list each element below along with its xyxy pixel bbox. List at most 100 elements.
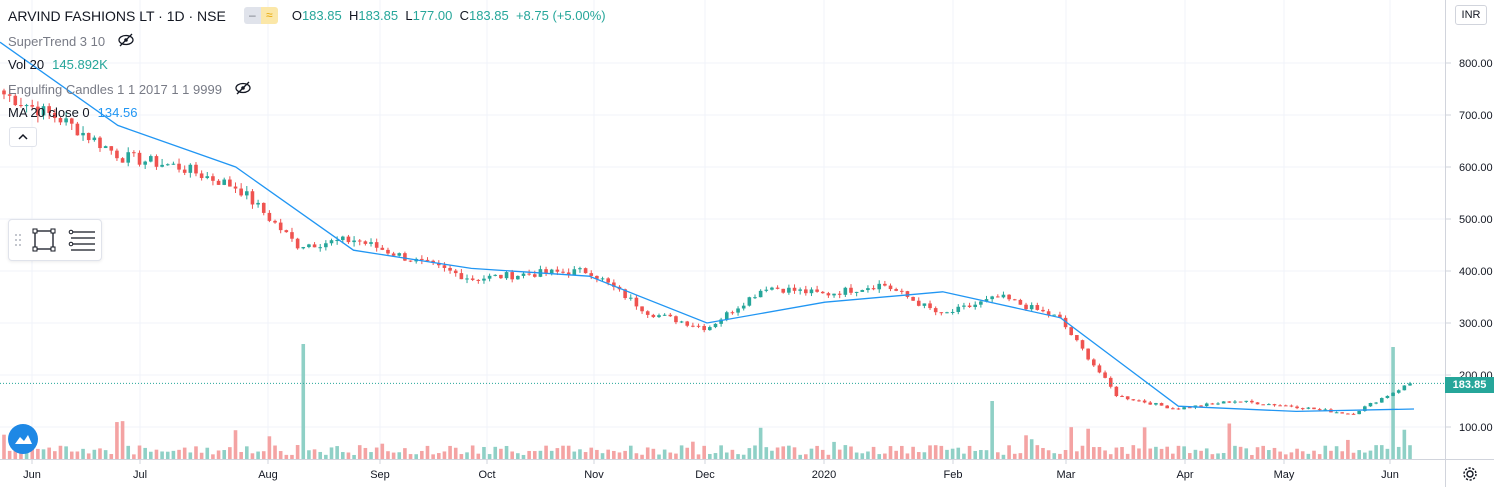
drawing-toolbar[interactable] <box>8 219 102 261</box>
volume-bar <box>442 451 447 459</box>
volume-bar <box>482 446 486 459</box>
volume-bar <box>1261 445 1265 459</box>
candle-body <box>408 260 413 262</box>
candle-body <box>1125 396 1130 400</box>
series-badge[interactable]: – ≈ <box>243 7 278 24</box>
candle-body <box>1080 340 1085 349</box>
candle-body <box>888 285 893 290</box>
candle-body <box>719 319 723 324</box>
candle-body <box>1187 407 1192 409</box>
collapse-legend-button[interactable] <box>9 127 37 147</box>
volume-bar <box>1007 445 1011 459</box>
volume-bar <box>493 446 498 459</box>
settings-corner[interactable] <box>1445 459 1494 487</box>
volume-bar <box>301 344 306 459</box>
volume-bar <box>1108 454 1113 459</box>
candle-body <box>13 95 18 106</box>
volume-bar <box>182 447 187 459</box>
price-chart[interactable] <box>0 0 1445 459</box>
volume-bar <box>922 452 927 459</box>
candle-body <box>922 303 927 306</box>
volume-bar <box>544 445 548 459</box>
candle-body <box>222 179 227 185</box>
volume-bar <box>126 445 131 459</box>
y-tick-label: 800.00 <box>1459 58 1493 70</box>
candle-body <box>2 90 6 95</box>
volume-bar <box>487 454 492 459</box>
candle-body <box>273 220 277 223</box>
volume-bar <box>171 450 176 459</box>
price-axis[interactable]: 100.00 200.00 300.00 400.00 500.00 600.00 700.… <box>1445 0 1494 459</box>
volume-bar <box>1012 453 1017 459</box>
volume-bar <box>2 434 6 459</box>
ma-legend[interactable]: MA 20 close 0 134.56 <box>8 105 137 120</box>
volume-bar <box>979 449 983 459</box>
candle-body <box>809 289 814 294</box>
horizontal-lines-icon[interactable] <box>68 229 95 251</box>
candle-body <box>1221 401 1226 404</box>
volume-bar <box>425 445 430 459</box>
candle-body <box>674 316 678 323</box>
volume-legend[interactable]: Vol 20 145.892K <box>8 57 108 72</box>
candle-body <box>1097 365 1102 373</box>
candle-body <box>775 287 780 289</box>
volume-bar <box>1278 451 1282 459</box>
candle-body <box>1058 314 1062 318</box>
volume-bar <box>668 452 673 459</box>
volume-bar <box>1340 451 1345 459</box>
volume-bar <box>1221 452 1226 459</box>
wave-icon[interactable]: ≈ <box>260 7 278 24</box>
candle-body <box>420 258 424 260</box>
time-axis[interactable]: Jun Jul Aug Sep Oct Nov Dec 2020 Feb Mar Apr May Jun <box>0 459 1445 487</box>
candle-body <box>950 311 955 313</box>
candle-body <box>555 269 560 272</box>
candle-body <box>92 137 97 141</box>
candle-body <box>1046 311 1051 316</box>
candle-body <box>973 304 978 308</box>
volume-bar <box>1408 445 1412 459</box>
volume-bar <box>431 454 435 459</box>
volume-bar <box>566 445 571 459</box>
candle-body <box>561 271 565 273</box>
volume-bar <box>295 445 300 459</box>
volume-bar <box>340 452 345 459</box>
rectangle-tool-icon[interactable] <box>32 228 56 252</box>
candle-body <box>256 202 260 205</box>
volume-bar <box>239 451 243 459</box>
candle-body <box>448 267 452 271</box>
volume-bar <box>781 446 786 459</box>
symbol-title[interactable]: ARVIND FASHIONS LT · 1D · NSE <box>8 7 226 24</box>
candle-body <box>386 249 390 254</box>
volume-bar <box>1041 447 1045 459</box>
chart-pane[interactable] <box>0 0 1445 459</box>
volume-bar <box>1363 452 1367 459</box>
engulfing-legend[interactable]: Engulfing Candles 1 1 2017 1 1 9999 <box>8 81 252 98</box>
cloud-logo-icon[interactable] <box>8 424 38 454</box>
volume-bar <box>36 448 40 459</box>
x-tick-label: May <box>1274 469 1295 481</box>
minus-icon[interactable]: – <box>243 7 261 24</box>
volume-bar <box>995 452 1000 459</box>
volume-bar <box>465 452 469 459</box>
candle-body <box>329 240 334 244</box>
currency-button[interactable]: INR <box>1455 5 1487 25</box>
candle-body <box>640 306 644 312</box>
eye-crossed-icon[interactable] <box>117 33 135 50</box>
candle-body <box>1148 402 1153 405</box>
volume-label: Vol 20 <box>8 57 45 72</box>
candle-body <box>1137 400 1141 402</box>
candle-body <box>916 300 921 306</box>
x-tick-label: Nov <box>584 469 604 481</box>
candle-body <box>979 301 983 305</box>
gear-icon[interactable] <box>1462 466 1478 487</box>
volume-bar <box>843 445 848 459</box>
candle-body <box>357 240 362 242</box>
supertrend-legend[interactable]: SuperTrend 3 10 <box>8 33 135 50</box>
volume-bar <box>724 452 729 459</box>
candle-body <box>1001 294 1006 298</box>
drag-handle-icon[interactable] <box>15 234 21 246</box>
candle-body <box>730 312 735 314</box>
candle-body <box>165 164 170 166</box>
candle-body <box>1103 372 1107 378</box>
eye-crossed-icon[interactable] <box>234 81 252 98</box>
